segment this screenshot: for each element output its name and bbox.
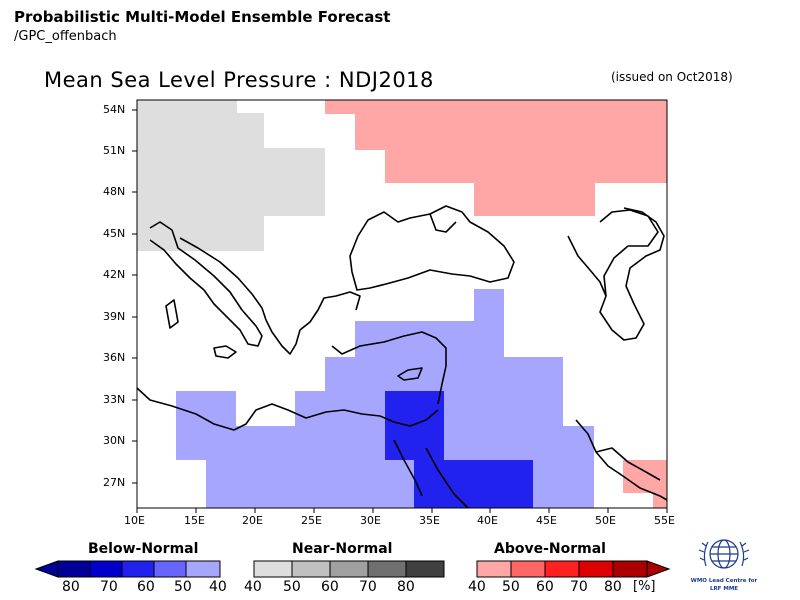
legend-above-title: Above-Normal	[494, 541, 606, 557]
cell-near-normal	[137, 100, 237, 114]
legend-near-title: Near-Normal	[292, 541, 393, 557]
cell-below-normal	[206, 460, 594, 508]
cell-below-normal-strong	[414, 493, 503, 508]
legend-above-value: 70	[570, 579, 588, 595]
coastlines	[136, 205, 668, 509]
legend-unit: [%]	[633, 579, 656, 594]
cell-below-normal	[355, 321, 504, 357]
map-frame	[136, 99, 668, 509]
legend-below-value: 60	[137, 579, 155, 595]
lat-label: 42N	[103, 268, 126, 281]
cell-above-normal	[653, 493, 667, 508]
cell-above-normal	[385, 150, 667, 183]
lat-label: 36N	[103, 351, 126, 364]
lat-label: 33N	[103, 393, 126, 406]
legend-above-value: 60	[536, 579, 554, 595]
legend-below-value: 70	[100, 579, 118, 595]
legend-near-value: 50	[283, 579, 301, 595]
cell-below-normal-strong	[414, 460, 533, 493]
cell-near-normal	[137, 113, 264, 251]
cell-below-normal	[474, 289, 504, 321]
legend-above-value: 40	[468, 579, 486, 595]
lat-label: 39N	[103, 310, 126, 323]
legend-below-title: Below-Normal	[88, 541, 199, 557]
lon-label: 25E	[301, 514, 322, 527]
cell-near-normal	[264, 148, 325, 216]
legend-above-bar	[476, 560, 671, 578]
source-label: /GPC_offenbach	[14, 29, 117, 44]
lon-ticks	[136, 508, 668, 513]
cell-above-normal	[474, 183, 595, 216]
lon-label: 40E	[477, 514, 498, 527]
lon-label: 50E	[595, 514, 616, 527]
lon-label: 20E	[242, 514, 263, 527]
lat-label: 48N	[103, 185, 126, 198]
lat-label: 45N	[103, 227, 126, 240]
lat-ticks	[132, 109, 137, 484]
lat-label: 54N	[103, 103, 126, 116]
product-title: Probabilistic Multi-Model Ensemble Forec…	[14, 8, 391, 26]
cell-below-normal-strong	[385, 391, 444, 460]
cell-below-normal-strong	[503, 493, 533, 508]
lon-label: 35E	[419, 514, 440, 527]
legend-below-bar	[34, 560, 221, 578]
lon-label: 30E	[360, 514, 381, 527]
cell-above-normal	[623, 460, 667, 493]
lat-label: 27N	[103, 476, 126, 489]
legend-below-value: 80	[62, 579, 80, 595]
cell-above-normal	[355, 114, 667, 150]
legend-near-bar	[253, 560, 445, 578]
probability-cells	[137, 100, 667, 508]
legend-below-value: 50	[174, 579, 192, 595]
lon-label: 45E	[536, 514, 557, 527]
lon-label: 10E	[124, 514, 145, 527]
logo-caption-2: LRF MME	[710, 586, 738, 592]
lon-label: 55E	[654, 514, 675, 527]
legend-above-value: 80	[604, 579, 622, 595]
legend-near-value: 70	[359, 579, 377, 595]
cell-above-normal	[325, 100, 667, 114]
map-title: Mean Sea Level Pressure : NDJ2018	[44, 68, 434, 92]
lon-label: 15E	[184, 514, 205, 527]
legend-above-value: 50	[502, 579, 520, 595]
lat-label: 30N	[103, 434, 126, 447]
legend-below-value: 40	[209, 579, 227, 595]
logo-caption-1: WMO Lead Centre for	[691, 578, 758, 584]
legend-near-value: 80	[397, 579, 415, 595]
wmo-emblem-icon: WMO Lead Centre for LRF MME	[691, 539, 758, 592]
legend-near-value: 40	[244, 579, 262, 595]
lat-label: 51N	[103, 144, 126, 157]
cell-white	[594, 460, 623, 508]
issued-date: (issued on Oct2018)	[611, 70, 733, 84]
legend-near-value: 60	[321, 579, 339, 595]
